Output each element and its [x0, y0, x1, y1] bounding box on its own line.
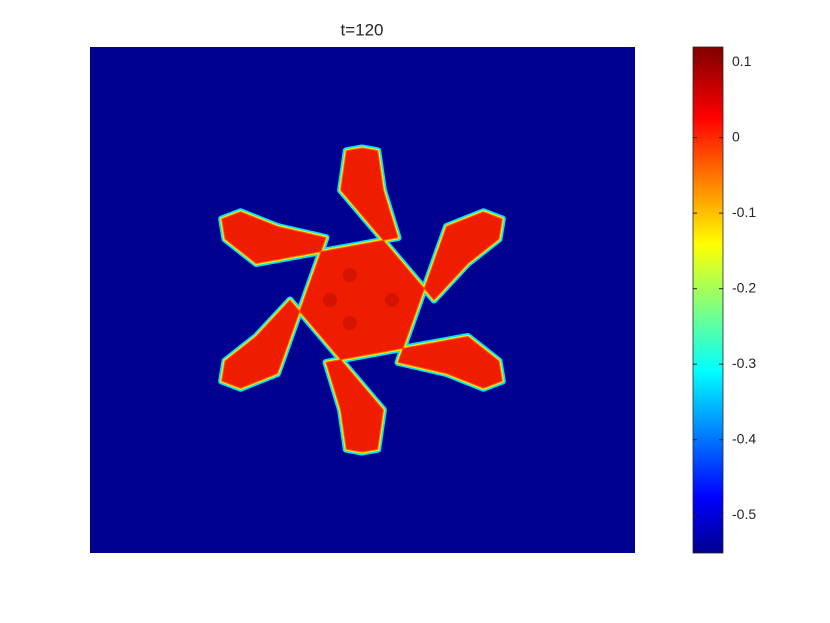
crystal-spot	[343, 316, 357, 330]
crystal-spot	[385, 293, 399, 307]
colorbar	[692, 46, 724, 554]
crystal-spot	[323, 293, 337, 307]
colorbar-tick-label: -0.4	[732, 430, 756, 446]
colorbar-tick-label: -0.1	[732, 204, 756, 220]
colorbar-tick-label: 0	[732, 128, 740, 144]
chart-title: t=120	[340, 20, 383, 39]
crystal	[221, 147, 503, 453]
crystal-spot	[343, 268, 357, 282]
colorbar-tick-label: 0.1	[732, 53, 752, 69]
colorbar-tick-label: -0.3	[732, 355, 756, 371]
crystal-field	[218, 144, 506, 456]
colorbar-tick-label: -0.5	[732, 506, 756, 522]
colorbar-tick-label: -0.2	[732, 279, 756, 295]
